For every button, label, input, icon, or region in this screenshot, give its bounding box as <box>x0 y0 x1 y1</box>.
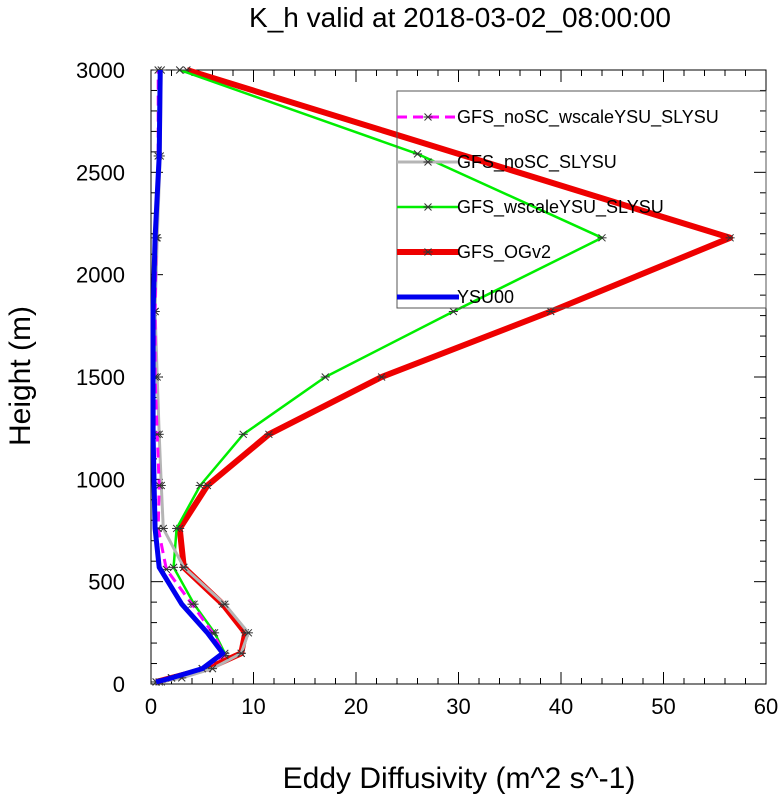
data-point <box>423 158 433 166</box>
x-tick-label: 20 <box>344 694 368 719</box>
data-point <box>412 150 423 158</box>
data-point <box>238 430 248 439</box>
data-point <box>448 307 458 316</box>
data-point <box>320 373 330 381</box>
series-gfs-nosc-wscaleysu-slysu <box>150 66 230 686</box>
legend-label: GFS_noSC_SLYSU <box>457 152 617 173</box>
y-tick-label: 1500 <box>76 365 125 390</box>
data-point <box>423 113 433 121</box>
y-tick-label: 0 <box>113 672 125 697</box>
legend-label: YSU00 <box>457 287 514 307</box>
x-tick-label: 50 <box>651 694 675 719</box>
series-ysu00 <box>150 69 226 685</box>
series-line <box>153 70 227 684</box>
series-line <box>153 69 250 684</box>
legend-label: GFS_noSC_wscaleYSU_SLYSU <box>457 107 719 128</box>
series-line <box>155 67 734 685</box>
data-point <box>169 563 179 572</box>
data-point <box>179 563 189 572</box>
data-point <box>597 233 607 242</box>
series-gfs-ogv2 <box>151 66 735 686</box>
legend-label: GFS_wscaleYSU_SLYSU <box>457 197 664 218</box>
data-point <box>195 481 205 490</box>
legend-item: GFS_wscaleYSU_SLYSU <box>397 197 664 218</box>
data-point <box>423 248 433 256</box>
data-point <box>172 524 182 533</box>
data-point <box>377 373 387 381</box>
legend: GFS_noSC_wscaleYSU_SLYSU GFS_noSC_SLYSU GF… <box>396 90 767 309</box>
y-tick-label: 500 <box>88 570 125 595</box>
data-point <box>264 430 274 439</box>
data-point <box>220 600 230 609</box>
y-tick-label: 3000 <box>76 58 125 83</box>
legend-item: GFS_noSC_wscaleYSU_SLYSU <box>397 107 719 128</box>
data-point <box>207 664 218 673</box>
legend-frame <box>396 90 767 309</box>
y-tick-label: 2000 <box>76 263 125 288</box>
series-layer <box>150 66 735 686</box>
data-point <box>423 203 433 211</box>
x-axis-title: Eddy Diffusivity (m^2 s^-1) <box>283 762 636 795</box>
y-tick-label: 2500 <box>76 160 125 185</box>
x-tick-label: 10 <box>241 694 265 719</box>
y-tick-label: 1000 <box>76 467 125 492</box>
chart-title: K_h valid at 2018-03-02_08:00:00 <box>249 2 671 33</box>
series-line <box>150 69 226 685</box>
x-tick-label: 60 <box>754 694 778 719</box>
series-gfs-nosc-slysu <box>150 66 253 686</box>
legend-item: YSU00 <box>397 287 514 307</box>
x-tick-label: 40 <box>549 694 573 719</box>
x-tick-label: 0 <box>145 694 157 719</box>
legend-item: GFS_OGv2 <box>397 242 551 263</box>
legend-label: GFS_OGv2 <box>457 242 551 263</box>
data-point <box>546 307 556 316</box>
data-point <box>243 628 253 637</box>
legend-item: GFS_noSC_SLYSU <box>397 152 617 173</box>
data-point <box>236 649 246 658</box>
data-point <box>725 233 735 242</box>
data-point <box>175 66 185 74</box>
data-point <box>187 600 197 609</box>
y-axis-title: Height (m) <box>4 306 37 446</box>
plot-area: 0 10 20 30 40 50 60 0 500 1000 1500 2000 2500 3000 <box>76 58 778 719</box>
x-tick-label: 30 <box>446 694 470 719</box>
